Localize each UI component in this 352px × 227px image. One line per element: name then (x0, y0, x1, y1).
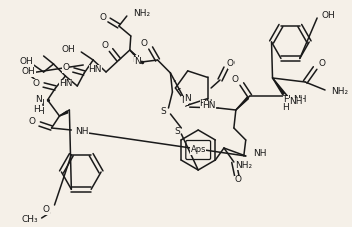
Text: O: O (43, 205, 50, 215)
Text: OH: OH (20, 57, 33, 67)
Text: N: N (132, 54, 139, 64)
FancyBboxPatch shape (186, 141, 210, 160)
Text: N: N (37, 99, 44, 109)
Text: O: O (62, 64, 69, 72)
Text: NH₂: NH₂ (235, 160, 252, 170)
Text: O: O (228, 59, 235, 69)
Text: O: O (318, 59, 325, 69)
Text: N: N (184, 94, 191, 103)
Text: NH: NH (289, 98, 303, 106)
Text: O: O (101, 42, 108, 50)
Text: OH: OH (22, 67, 36, 76)
Text: S: S (175, 128, 180, 136)
Text: NH₂: NH₂ (331, 87, 348, 96)
Text: H: H (33, 106, 40, 114)
Text: NH₂: NH₂ (133, 8, 150, 17)
Text: NH: NH (293, 96, 307, 104)
Text: O: O (232, 76, 239, 84)
Text: Aps: Aps (190, 146, 206, 155)
Text: H: H (283, 96, 290, 104)
Polygon shape (59, 111, 68, 116)
Text: N: N (181, 96, 188, 105)
Text: N: N (134, 57, 141, 66)
Text: O: O (99, 12, 106, 22)
Text: HN: HN (59, 79, 73, 89)
Text: NH: NH (253, 148, 266, 158)
Text: H: H (282, 104, 289, 113)
Text: O: O (141, 39, 147, 49)
Text: HN: HN (202, 101, 216, 109)
Text: O: O (227, 59, 234, 67)
Text: H: H (37, 108, 44, 116)
Text: N: N (35, 96, 42, 104)
Polygon shape (236, 97, 249, 110)
Text: O: O (33, 79, 40, 87)
Polygon shape (272, 78, 284, 95)
Text: OH: OH (62, 44, 75, 54)
Text: HN: HN (89, 64, 102, 74)
Text: S: S (161, 108, 166, 116)
Text: HN: HN (200, 99, 213, 109)
Text: NH: NH (75, 128, 89, 136)
Text: O: O (234, 175, 241, 185)
Polygon shape (130, 50, 140, 61)
Text: CH₃: CH₃ (21, 215, 38, 224)
Text: OH: OH (321, 10, 335, 20)
Text: O: O (29, 118, 36, 126)
